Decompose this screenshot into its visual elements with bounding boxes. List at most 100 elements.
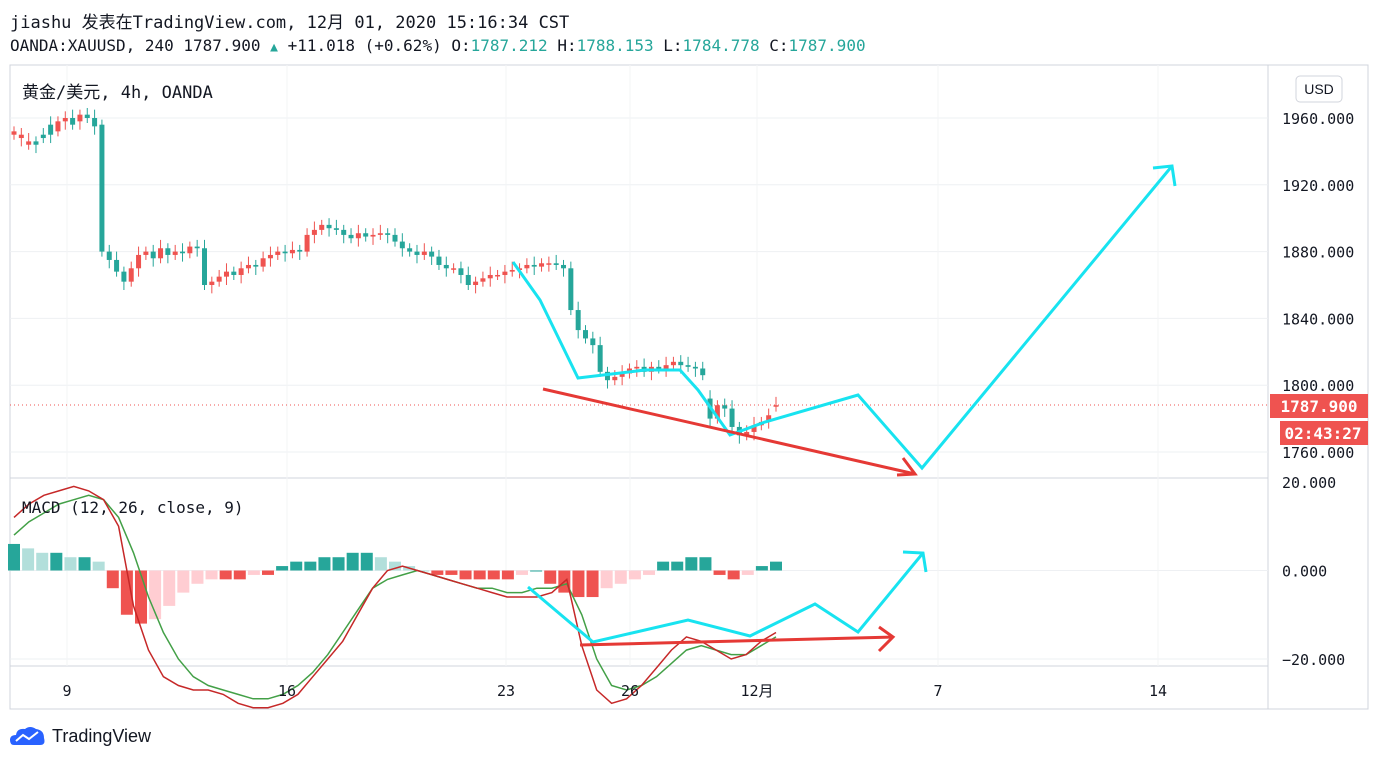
tradingview-logo[interactable]: TradingView: [10, 725, 151, 747]
macd-histogram-bar: [727, 570, 740, 580]
candle-body: [297, 249, 303, 252]
macd-histogram-bar: [191, 570, 204, 584]
macd-histogram-bar: [770, 561, 782, 571]
candle-body: [348, 234, 354, 239]
candle-body: [377, 233, 383, 235]
symbol-label: OANDA:XAUUSD, 240: [10, 36, 174, 55]
candle-body: [311, 229, 317, 235]
candle-body: [495, 274, 501, 277]
price-axis: 1960.000 1920.000 1880.000 1840.000 1800.000…: [1282, 110, 1354, 669]
cyan-forecast-line[interactable]: [511, 165, 1174, 471]
tradingview-cloud-icon: [10, 727, 45, 745]
last-price-tag-text: 1787.900: [1280, 397, 1357, 416]
macd-histogram-bar: [741, 570, 754, 575]
macd-histogram-bar: [36, 552, 49, 571]
macd-histogram-bar: [233, 570, 246, 580]
red-macd-trendline[interactable]: [579, 635, 894, 647]
candle-body: [370, 234, 376, 237]
candle-body: [231, 271, 237, 275]
open-value: 1787.212: [470, 36, 548, 55]
macd-plot: [8, 485, 782, 709]
candle-body: [158, 248, 164, 259]
candle-body: [187, 246, 193, 254]
candle-body: [590, 338, 596, 346]
candle-body: [583, 330, 588, 339]
macd-histogram-bar: [459, 570, 472, 580]
candle-body: [443, 264, 449, 269]
time-tick-label: 9: [62, 682, 71, 700]
red-macd-arrowhead: [877, 625, 896, 653]
candle-body: [304, 234, 310, 252]
candle-body: [92, 118, 98, 127]
candle-body: [355, 233, 361, 239]
candle-body: [399, 241, 405, 249]
macd-pane-legend: MACD (12, 26, close, 9): [22, 498, 244, 517]
price-tick-label: 1760.000: [1282, 444, 1354, 462]
candle-body: [429, 251, 435, 257]
candle-body: [575, 310, 581, 331]
cyan-forecast-arrowhead: [1152, 164, 1177, 187]
macd-histogram-bar: [304, 561, 317, 571]
candle-body: [509, 269, 515, 272]
macd-tick-label: −20.000: [1282, 651, 1345, 669]
macd-histogram-bar: [614, 570, 627, 584]
high-value: 1788.153: [576, 36, 654, 55]
macd-histogram-bar: [290, 561, 303, 571]
macd-histogram-bar: [628, 570, 641, 580]
candle-body: [253, 264, 259, 267]
macd-histogram-bar: [544, 570, 557, 584]
time-tick-label: 26: [621, 682, 639, 700]
candle-body: [722, 405, 728, 409]
candle-body: [414, 251, 420, 255]
candle-body: [729, 408, 735, 427]
countdown-tag-text: 02:43:27: [1284, 424, 1361, 443]
macd-histogram-bar: [64, 557, 77, 571]
macd-tick-label: 0.000: [1282, 563, 1327, 581]
price-tick-label: 1840.000: [1282, 310, 1354, 328]
candle-body: [128, 268, 134, 282]
macd-histogram-bar: [572, 570, 585, 598]
currency-button[interactable]: [1295, 75, 1343, 103]
candle-body: [407, 248, 413, 252]
macd-line: [13, 485, 777, 709]
candle-body: [289, 249, 295, 254]
macd-histogram-bar: [219, 570, 232, 580]
candle-body: [700, 368, 706, 376]
candle-body: [656, 366, 662, 369]
candle-body: [561, 264, 567, 269]
candle-body: [553, 263, 559, 265]
change-value: +11.018 (+0.62%): [287, 36, 442, 55]
price-pane-legend: 黄金/美元, 4h, OANDA: [22, 83, 213, 103]
candle-body: [84, 114, 90, 118]
candle-body: [634, 366, 640, 369]
last-price: 1787.900: [183, 36, 261, 55]
cyan-macd-forecast-line[interactable]: [527, 552, 925, 644]
price-tick-label: 1800.000: [1282, 377, 1354, 395]
candle-body: [70, 118, 76, 125]
candle-body: [751, 425, 757, 432]
candle-body: [692, 366, 698, 369]
macd-histogram-bar: [360, 552, 373, 571]
candle-body: [319, 224, 325, 230]
candle-body: [77, 114, 83, 122]
candle-body: [202, 248, 207, 285]
time-tick-label: 14: [1149, 682, 1167, 700]
macd-histogram-bar: [445, 570, 458, 575]
macd-histogram-bar: [530, 570, 543, 572]
macd-histogram-bar: [755, 566, 768, 571]
candle-body: [473, 281, 479, 285]
macd-histogram-bar: [657, 561, 670, 571]
candle-body: [451, 268, 457, 270]
macd-histogram-bar: [346, 552, 359, 571]
macd-histogram-bar: [671, 561, 684, 571]
time-axis: 9 16 23 26 12月 7 14: [62, 682, 1167, 700]
candle-body: [267, 254, 273, 259]
price-tick-label: 1920.000: [1282, 177, 1354, 195]
candle-body: [670, 361, 676, 366]
macd-histogram-bar: [92, 561, 105, 571]
red-trendline[interactable]: [542, 387, 916, 476]
candle-body: [604, 371, 610, 381]
candle-body: [392, 234, 398, 242]
candle-body: [11, 131, 17, 135]
